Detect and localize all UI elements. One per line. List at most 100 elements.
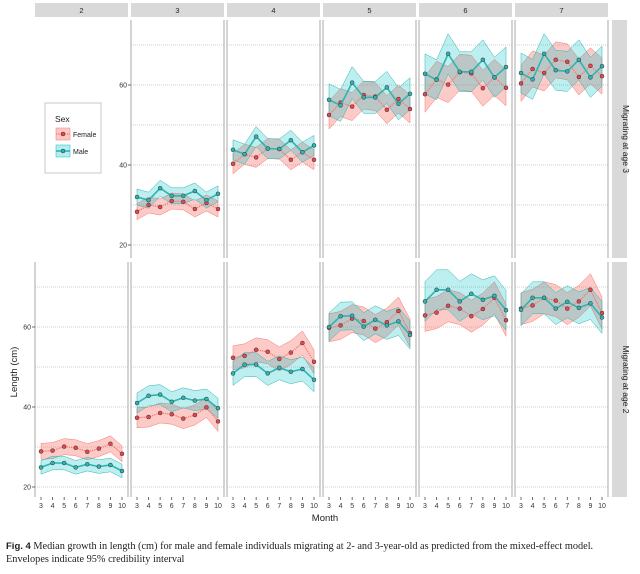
y-tick-label: 20 <box>119 243 127 250</box>
male-point <box>265 371 270 376</box>
y-tick-label: 40 <box>119 163 127 170</box>
male-point <box>434 77 439 83</box>
x-tick-label: 6 <box>170 503 174 510</box>
legend-title: Sex <box>55 114 70 124</box>
male-point <box>85 461 90 467</box>
male-point <box>204 396 209 402</box>
x-tick-label: 8 <box>97 503 101 510</box>
male-point <box>361 324 366 329</box>
male-point <box>288 369 294 375</box>
male-point <box>588 75 593 80</box>
female-point <box>181 416 186 421</box>
female-point <box>576 299 582 304</box>
male-point <box>503 64 509 70</box>
male-median-line <box>328 81 411 107</box>
male-point <box>553 67 558 73</box>
x-tick-label: 3 <box>39 503 43 510</box>
male-point <box>373 95 378 100</box>
female-point <box>599 73 605 79</box>
female-point <box>50 448 55 453</box>
male-point <box>469 69 474 75</box>
male-point <box>480 57 486 63</box>
male-point <box>492 75 497 80</box>
male-point <box>146 393 151 399</box>
female-point <box>530 303 535 308</box>
male-point <box>61 460 67 466</box>
x-tick-label: 9 <box>588 503 592 510</box>
male-point <box>469 291 474 297</box>
x-tick-label: 9 <box>396 503 400 510</box>
female-point <box>326 112 332 118</box>
female-point <box>349 104 355 109</box>
male-point <box>134 400 140 406</box>
female-point <box>146 414 151 420</box>
panel-2-row-2: 20 40 60 3 4 5 6 7 8 9 10 <box>23 262 129 510</box>
female-point <box>38 449 44 454</box>
facet-strip-label: 4 <box>271 6 275 15</box>
female-point <box>518 81 524 86</box>
female-point <box>157 204 163 210</box>
male-point <box>96 464 102 469</box>
male-point <box>541 295 547 301</box>
female-point <box>311 157 317 163</box>
x-tick-label: 5 <box>254 503 258 510</box>
female-point <box>373 326 378 331</box>
x-tick-label: 5 <box>62 503 66 510</box>
male-point <box>38 465 44 470</box>
male-median-line <box>136 187 219 202</box>
female-point <box>445 82 451 87</box>
female-point <box>434 310 439 315</box>
caption-label: Fig. 4 <box>6 541 31 552</box>
x-tick-label: 3 <box>519 503 523 510</box>
male-point <box>480 297 486 303</box>
male-ci-band <box>232 352 315 393</box>
facet-strip-5 <box>323 3 416 17</box>
male-ci-band <box>136 179 219 209</box>
panel-6-row-1 <box>418 20 513 258</box>
female-point <box>242 353 247 359</box>
female-point <box>530 66 535 72</box>
panel-5-row-1 <box>322 20 417 258</box>
x-tick-label: 5 <box>446 503 450 510</box>
male-point <box>204 197 209 203</box>
x-tick-label: 4 <box>531 503 535 510</box>
female-point <box>503 85 509 91</box>
x-tick-label: 4 <box>435 503 439 510</box>
row-strip <box>612 20 627 258</box>
female-point <box>253 347 259 353</box>
facet-strip-3 <box>131 3 224 17</box>
female-point <box>565 59 570 65</box>
female-point <box>599 310 605 316</box>
female-point <box>288 157 294 163</box>
male-point <box>265 146 270 151</box>
female-point <box>565 306 570 311</box>
male-ci-band <box>520 33 603 100</box>
male-point <box>407 332 413 338</box>
male-point <box>230 147 236 153</box>
male-point <box>215 405 221 411</box>
male-point <box>530 295 535 301</box>
male-point <box>157 392 163 397</box>
y-tick-label: 60 <box>23 325 31 332</box>
y-tick-label: 40 <box>23 405 31 412</box>
x-tick-label: 3 <box>135 503 139 510</box>
male-point <box>445 287 451 293</box>
x-tick-label: 5 <box>350 503 354 510</box>
y-tick-label: 60 <box>119 83 127 90</box>
female-ci-band <box>40 435 123 463</box>
female-point <box>253 155 259 160</box>
female-point <box>396 308 401 314</box>
panel-3-row-1: 20 40 60 <box>119 20 225 258</box>
x-tick-label: 8 <box>481 503 485 510</box>
male-point <box>349 313 355 319</box>
x-tick-label: 6 <box>362 503 366 510</box>
x-tick-label: 10 <box>502 503 510 510</box>
female-point <box>204 405 209 410</box>
male-point <box>192 398 198 403</box>
male-point <box>146 197 151 203</box>
x-tick-label: 3 <box>423 503 427 510</box>
x-tick-label: 7 <box>277 503 281 510</box>
female-point <box>407 106 413 112</box>
female-ci-band <box>136 192 219 221</box>
panel-5-row-2: 3 4 5 6 7 8 9 10 <box>322 262 417 510</box>
